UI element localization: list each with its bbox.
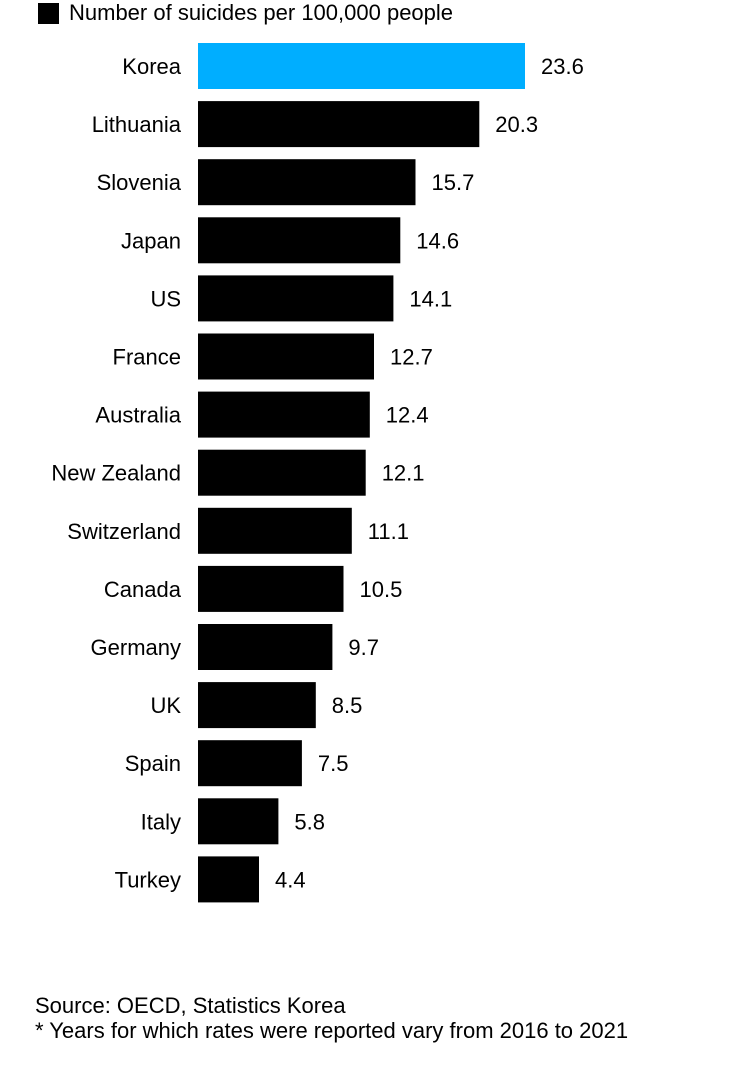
bar-france (198, 333, 374, 380)
category-label: Korea (122, 54, 181, 79)
value-label: 12.7 (390, 345, 433, 370)
bar-spain (198, 740, 302, 787)
chart-footer: Source: OECD, Statistics Korea * Years f… (35, 993, 715, 1043)
value-label: 5.8 (294, 809, 325, 834)
bar-switzerland (198, 507, 352, 554)
source-note: Source: OECD, Statistics Korea (35, 993, 346, 1018)
bar-italy (198, 798, 279, 845)
bar-turkey (198, 856, 259, 903)
bar-uk (198, 682, 316, 729)
value-label: 4.4 (275, 867, 306, 892)
bar-japan (198, 217, 401, 264)
category-label: Slovenia (97, 170, 182, 195)
value-label: 14.6 (416, 228, 459, 253)
category-label: Australia (95, 403, 181, 428)
category-label: Canada (104, 577, 182, 602)
value-label: 12.4 (386, 403, 429, 428)
value-label: 20.3 (495, 112, 538, 137)
value-label: 7.5 (318, 751, 349, 776)
category-label: Japan (121, 228, 181, 253)
category-label: New Zealand (51, 461, 181, 486)
category-label: Switzerland (67, 519, 181, 544)
category-label: France (113, 345, 181, 370)
value-label: 11.1 (368, 519, 409, 544)
category-label: US (150, 286, 181, 311)
category-label: Spain (125, 751, 181, 776)
bar-lithuania (198, 101, 480, 148)
value-label: 15.7 (432, 170, 475, 195)
category-label: Turkey (115, 867, 181, 892)
value-label: 12.1 (382, 461, 425, 486)
category-label: Lithuania (92, 112, 182, 137)
bar-slovenia (198, 159, 416, 206)
category-label: UK (150, 693, 181, 718)
bar-us (198, 275, 394, 322)
legend-swatch (38, 2, 59, 24)
footnote: * Years for which rates were reported va… (35, 1018, 629, 1043)
bar-australia (198, 391, 370, 438)
category-label: Italy (141, 809, 181, 834)
bar-chart: Korea 23.6 Lithuania 20.3 Slovenia 15.7 Japan 1… (51, 43, 584, 903)
value-label: 9.7 (348, 635, 379, 660)
value-label: 8.5 (332, 693, 363, 718)
bar-korea (198, 43, 525, 89)
category-label: Germany (91, 635, 181, 660)
bar-canada (198, 565, 344, 612)
value-label: 23.6 (541, 54, 584, 79)
value-label: 14.1 (409, 286, 452, 311)
bar-new-zealand (198, 449, 366, 496)
value-label: 10.5 (360, 577, 403, 602)
legend: Number of suicides per 100,000 people (38, 0, 453, 26)
legend-label: Number of suicides per 100,000 people (69, 0, 454, 25)
bar-germany (198, 624, 333, 670)
